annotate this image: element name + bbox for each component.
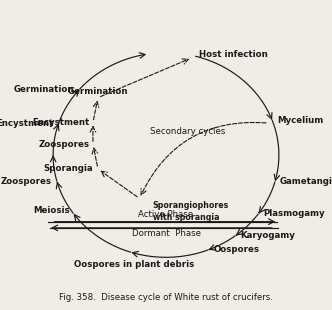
Text: Encystment: Encystment [33, 118, 90, 127]
Text: Gametangia: Gametangia [280, 177, 332, 186]
Text: Mycelium: Mycelium [277, 116, 323, 125]
Text: Encystment: Encystment [0, 119, 54, 128]
Text: Active Phase: Active Phase [138, 210, 194, 219]
Text: Oospores: Oospores [213, 245, 259, 254]
Text: Germination: Germination [68, 87, 128, 96]
Text: Plasmogamy: Plasmogamy [264, 209, 325, 218]
Text: Secondary cycles: Secondary cycles [150, 127, 225, 136]
Text: Host infection: Host infection [199, 50, 267, 59]
Text: Karyogamy: Karyogamy [240, 231, 295, 240]
Text: Zoospores: Zoospores [1, 177, 52, 186]
Text: Zoospores: Zoospores [39, 140, 90, 149]
Text: Sporangia: Sporangia [43, 164, 93, 174]
Text: Meiosis: Meiosis [34, 206, 70, 215]
Text: Sporangiophores
with sporangia: Sporangiophores with sporangia [153, 202, 229, 222]
Text: Germination: Germination [14, 85, 75, 94]
Text: Dormant  Phase: Dormant Phase [131, 229, 201, 238]
Text: Oospores in plant debris: Oospores in plant debris [74, 260, 195, 269]
Text: Fig. 358.  Disease cycle of White rust of crucifers.: Fig. 358. Disease cycle of White rust of… [59, 293, 273, 302]
